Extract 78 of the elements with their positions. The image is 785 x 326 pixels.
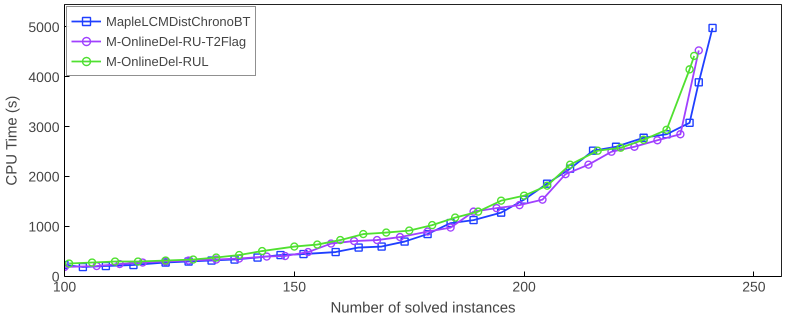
point (492, 204, 501, 212)
point (326, 239, 336, 248)
point (313, 240, 322, 249)
point (446, 223, 455, 232)
point (542, 179, 552, 188)
point (115, 260, 124, 268)
point (78, 262, 88, 272)
point (450, 213, 460, 222)
point (685, 65, 694, 74)
legend-label: M-OnlineDel-RUL (106, 54, 209, 68)
point (496, 208, 506, 217)
point (405, 226, 414, 235)
point (616, 144, 625, 152)
point (515, 200, 524, 210)
point (64, 259, 74, 268)
point (331, 248, 340, 256)
y-tick-label: 4000 (28, 68, 60, 85)
point (607, 148, 616, 156)
point (685, 118, 694, 127)
point (102, 262, 110, 270)
point (588, 146, 598, 155)
point (188, 255, 198, 264)
point (304, 248, 312, 256)
point (110, 257, 120, 266)
point (520, 191, 528, 200)
point (423, 230, 432, 238)
point (469, 216, 478, 224)
legend-label: MapleLCMDistChronoBT (106, 14, 250, 28)
y-axis-title: CPU Time (s) (3, 96, 20, 186)
point (234, 250, 244, 260)
point (538, 195, 547, 204)
x-tick-label: 200 (512, 278, 536, 294)
point (359, 230, 368, 238)
point (593, 146, 602, 155)
x-tick-label: 250 (742, 278, 766, 294)
point (396, 232, 404, 242)
point (690, 52, 698, 60)
point (382, 228, 390, 237)
point (469, 207, 478, 216)
y-tick-label: 2000 (28, 168, 60, 185)
point (584, 160, 593, 169)
x-axis-title: Number of solved instances (330, 300, 516, 316)
x-tick-label: 150 (282, 278, 306, 294)
point (262, 252, 271, 261)
point (276, 250, 285, 260)
point (280, 252, 290, 260)
y-tick-label: 3000 (28, 118, 60, 135)
point (566, 160, 574, 169)
point (676, 130, 685, 138)
point (138, 258, 147, 267)
point (423, 227, 432, 236)
point (377, 242, 386, 251)
y-tick-label: 1000 (28, 218, 60, 235)
point (708, 24, 717, 32)
point (354, 243, 363, 252)
point (400, 237, 409, 246)
point (630, 142, 639, 151)
point (336, 236, 344, 244)
point (694, 46, 703, 55)
point (694, 78, 703, 87)
y-tick-label: 5000 (28, 18, 60, 35)
point (234, 254, 244, 263)
point (496, 196, 506, 205)
point (88, 258, 96, 267)
point (299, 250, 308, 258)
point (258, 246, 266, 256)
point (230, 255, 239, 264)
point (662, 126, 671, 134)
point (653, 136, 662, 144)
point (253, 253, 262, 262)
point (428, 220, 436, 230)
point (350, 236, 358, 246)
point (474, 207, 482, 216)
point (134, 257, 142, 266)
point (290, 242, 299, 251)
legend-label: M-OnlineDel-RU-T2Flag (106, 34, 246, 48)
point (561, 170, 570, 178)
point (372, 236, 382, 244)
